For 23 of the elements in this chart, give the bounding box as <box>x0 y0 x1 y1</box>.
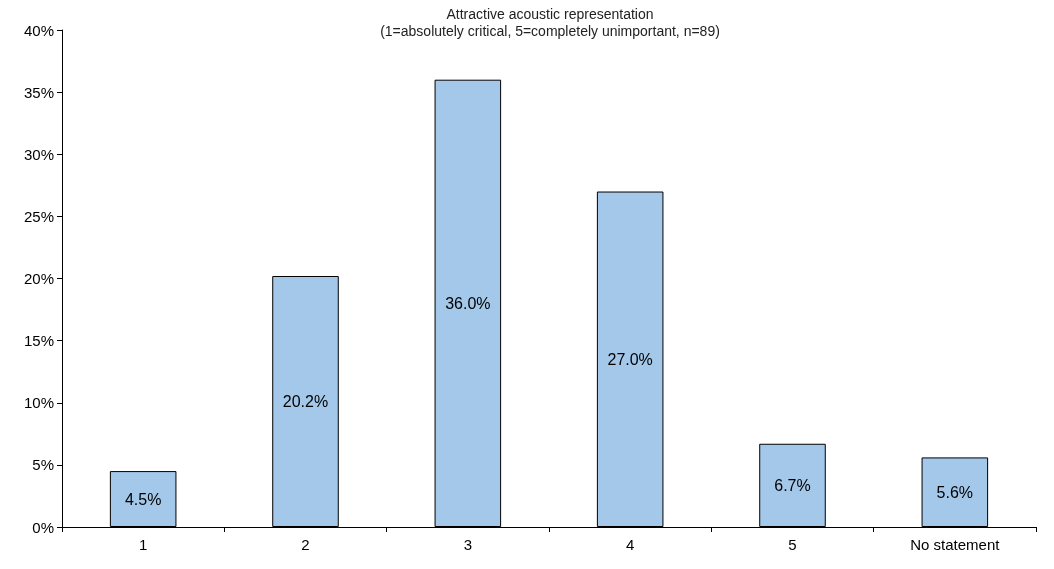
y-tick-label: 15% <box>23 332 54 350</box>
y-tick-label: 10% <box>23 394 54 412</box>
chart-title: Attractive acoustic representation <box>446 6 654 22</box>
y-tick-label: 5% <box>32 456 54 474</box>
data-label: 36.0% <box>445 294 491 312</box>
x-tick-label: No statement <box>910 536 1001 553</box>
y-tick-label: 40% <box>23 21 54 39</box>
y-tick-label: 0% <box>32 518 54 536</box>
x-tick-label: 1 <box>138 536 148 553</box>
data-label: 6.7% <box>774 476 811 494</box>
y-tick-label: 25% <box>23 207 54 225</box>
y-tick-label: 30% <box>23 145 54 163</box>
x-tick-label: 3 <box>463 536 473 553</box>
data-label: 27.0% <box>607 350 653 368</box>
data-label: 20.2% <box>282 393 329 411</box>
x-tick-label: 2 <box>301 536 310 553</box>
chart-subtitle: (1=absolutely critical, 5=completely unimportant, n=89) <box>380 23 720 39</box>
data-label: 5.6% <box>936 483 974 501</box>
x-tick-label: 4 <box>625 536 635 553</box>
y-tick-label: 35% <box>23 83 54 101</box>
y-tick-label: 20% <box>23 270 54 287</box>
data-label: 4.5% <box>124 490 162 508</box>
x-tick-label: 5 <box>788 536 797 553</box>
